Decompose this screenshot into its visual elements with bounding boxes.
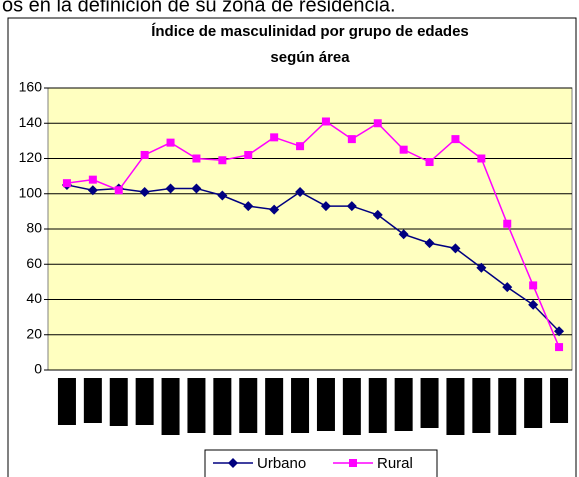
y-tick-label: 40 xyxy=(26,290,42,306)
point xyxy=(373,119,382,128)
y-tick-label: 100 xyxy=(19,184,43,200)
point xyxy=(62,179,71,188)
point xyxy=(218,156,227,165)
point xyxy=(228,458,238,468)
point xyxy=(554,326,565,337)
x-tick-label-garbled xyxy=(524,378,543,428)
y-tick-label: 80 xyxy=(26,220,42,236)
x-tick-label-garbled xyxy=(291,378,310,433)
point xyxy=(424,238,435,249)
legend-label: Rural xyxy=(377,455,413,472)
point xyxy=(346,201,357,212)
x-tick-label-garbled xyxy=(187,378,206,433)
y-tick-label: 160 xyxy=(19,79,43,95)
point xyxy=(114,186,123,195)
point xyxy=(320,201,331,212)
point xyxy=(165,183,176,194)
chart-title: Índice de masculinidad por grupo de edad… xyxy=(151,23,469,40)
point xyxy=(88,175,97,184)
point xyxy=(477,154,486,163)
point xyxy=(425,158,434,167)
chart-title: según área xyxy=(270,49,350,66)
point xyxy=(191,183,202,194)
x-tick-label-garbled xyxy=(472,378,491,433)
point xyxy=(476,262,487,273)
point xyxy=(296,142,305,151)
legend-label: Urbano xyxy=(257,455,306,472)
x-tick-label-garbled xyxy=(316,378,335,431)
series-line xyxy=(66,120,560,348)
point xyxy=(451,135,460,144)
x-tick-label-garbled xyxy=(550,378,569,423)
x-tick-label-garbled xyxy=(394,378,413,431)
point xyxy=(166,138,175,147)
point xyxy=(555,343,564,352)
point xyxy=(347,135,356,144)
point xyxy=(269,204,280,215)
point xyxy=(502,282,513,293)
x-tick-label-garbled xyxy=(135,378,154,425)
point xyxy=(349,459,357,467)
point xyxy=(372,209,383,220)
point xyxy=(243,201,254,212)
x-tick-label-garbled xyxy=(239,378,258,433)
x-tick-label-garbled xyxy=(420,378,439,428)
page-text: os en la definición de su zona de reside… xyxy=(2,0,396,16)
x-tick-label-garbled xyxy=(213,378,232,435)
x-tick-label-garbled xyxy=(109,378,128,426)
point xyxy=(87,185,98,196)
x-tick-label-garbled xyxy=(342,378,361,435)
x-tick-label-garbled xyxy=(265,378,284,435)
point xyxy=(217,190,228,201)
y-tick-label: 120 xyxy=(19,149,43,165)
y-tick-label: 0 xyxy=(34,361,42,377)
point xyxy=(528,299,539,310)
point xyxy=(270,133,279,142)
point xyxy=(503,219,512,228)
y-tick-label: 20 xyxy=(26,325,42,341)
point xyxy=(321,117,330,126)
x-tick-label-garbled xyxy=(498,378,517,435)
point xyxy=(398,229,409,240)
point xyxy=(399,145,408,154)
point xyxy=(139,186,150,197)
x-tick-label-garbled xyxy=(161,378,180,435)
y-tick-label: 60 xyxy=(26,255,42,271)
y-tick-label: 140 xyxy=(19,114,43,130)
point xyxy=(192,154,201,163)
point xyxy=(140,150,149,159)
point xyxy=(529,281,538,290)
x-tick-label-garbled xyxy=(57,378,76,425)
x-tick-label-garbled xyxy=(368,378,387,433)
point xyxy=(295,186,306,197)
x-tick-label-garbled xyxy=(83,378,102,423)
x-tick-label-garbled xyxy=(446,378,465,435)
point xyxy=(244,150,253,159)
point xyxy=(450,243,461,254)
